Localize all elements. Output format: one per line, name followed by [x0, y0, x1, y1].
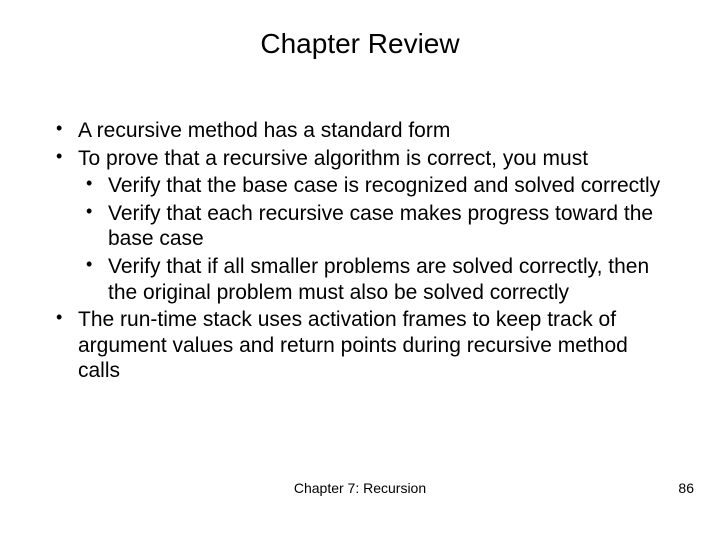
- slide-content: A recursive method has a standard form T…: [48, 118, 672, 386]
- bullet-text: To prove that a recursive algorithm is c…: [78, 147, 588, 170]
- footer-page-number: 86: [678, 480, 694, 496]
- sub-bullet-text: Verify that if all smaller problems are …: [108, 255, 649, 304]
- footer-chapter: Chapter 7: Recursion: [0, 480, 720, 496]
- slide: Chapter Review A recursive method has a …: [0, 0, 720, 540]
- sub-bullet-text: Verify that each recursive case makes pr…: [108, 202, 653, 251]
- bullet-list: A recursive method has a standard form T…: [48, 118, 672, 384]
- sub-bullet-list: Verify that the base case is recognized …: [78, 173, 672, 305]
- sub-bullet-item: Verify that if all smaller problems are …: [78, 254, 672, 305]
- bullet-text: The run-time stack uses activation frame…: [78, 308, 628, 382]
- sub-bullet-item: Verify that the base case is recognized …: [78, 173, 672, 199]
- sub-bullet-item: Verify that each recursive case makes pr…: [78, 201, 672, 252]
- sub-bullet-text: Verify that the base case is recognized …: [108, 174, 660, 197]
- bullet-item: A recursive method has a standard form: [48, 118, 672, 144]
- bullet-item: The run-time stack uses activation frame…: [48, 307, 672, 384]
- bullet-text: A recursive method has a standard form: [78, 119, 450, 142]
- bullet-item: To prove that a recursive algorithm is c…: [48, 146, 672, 306]
- slide-title: Chapter Review: [0, 28, 720, 60]
